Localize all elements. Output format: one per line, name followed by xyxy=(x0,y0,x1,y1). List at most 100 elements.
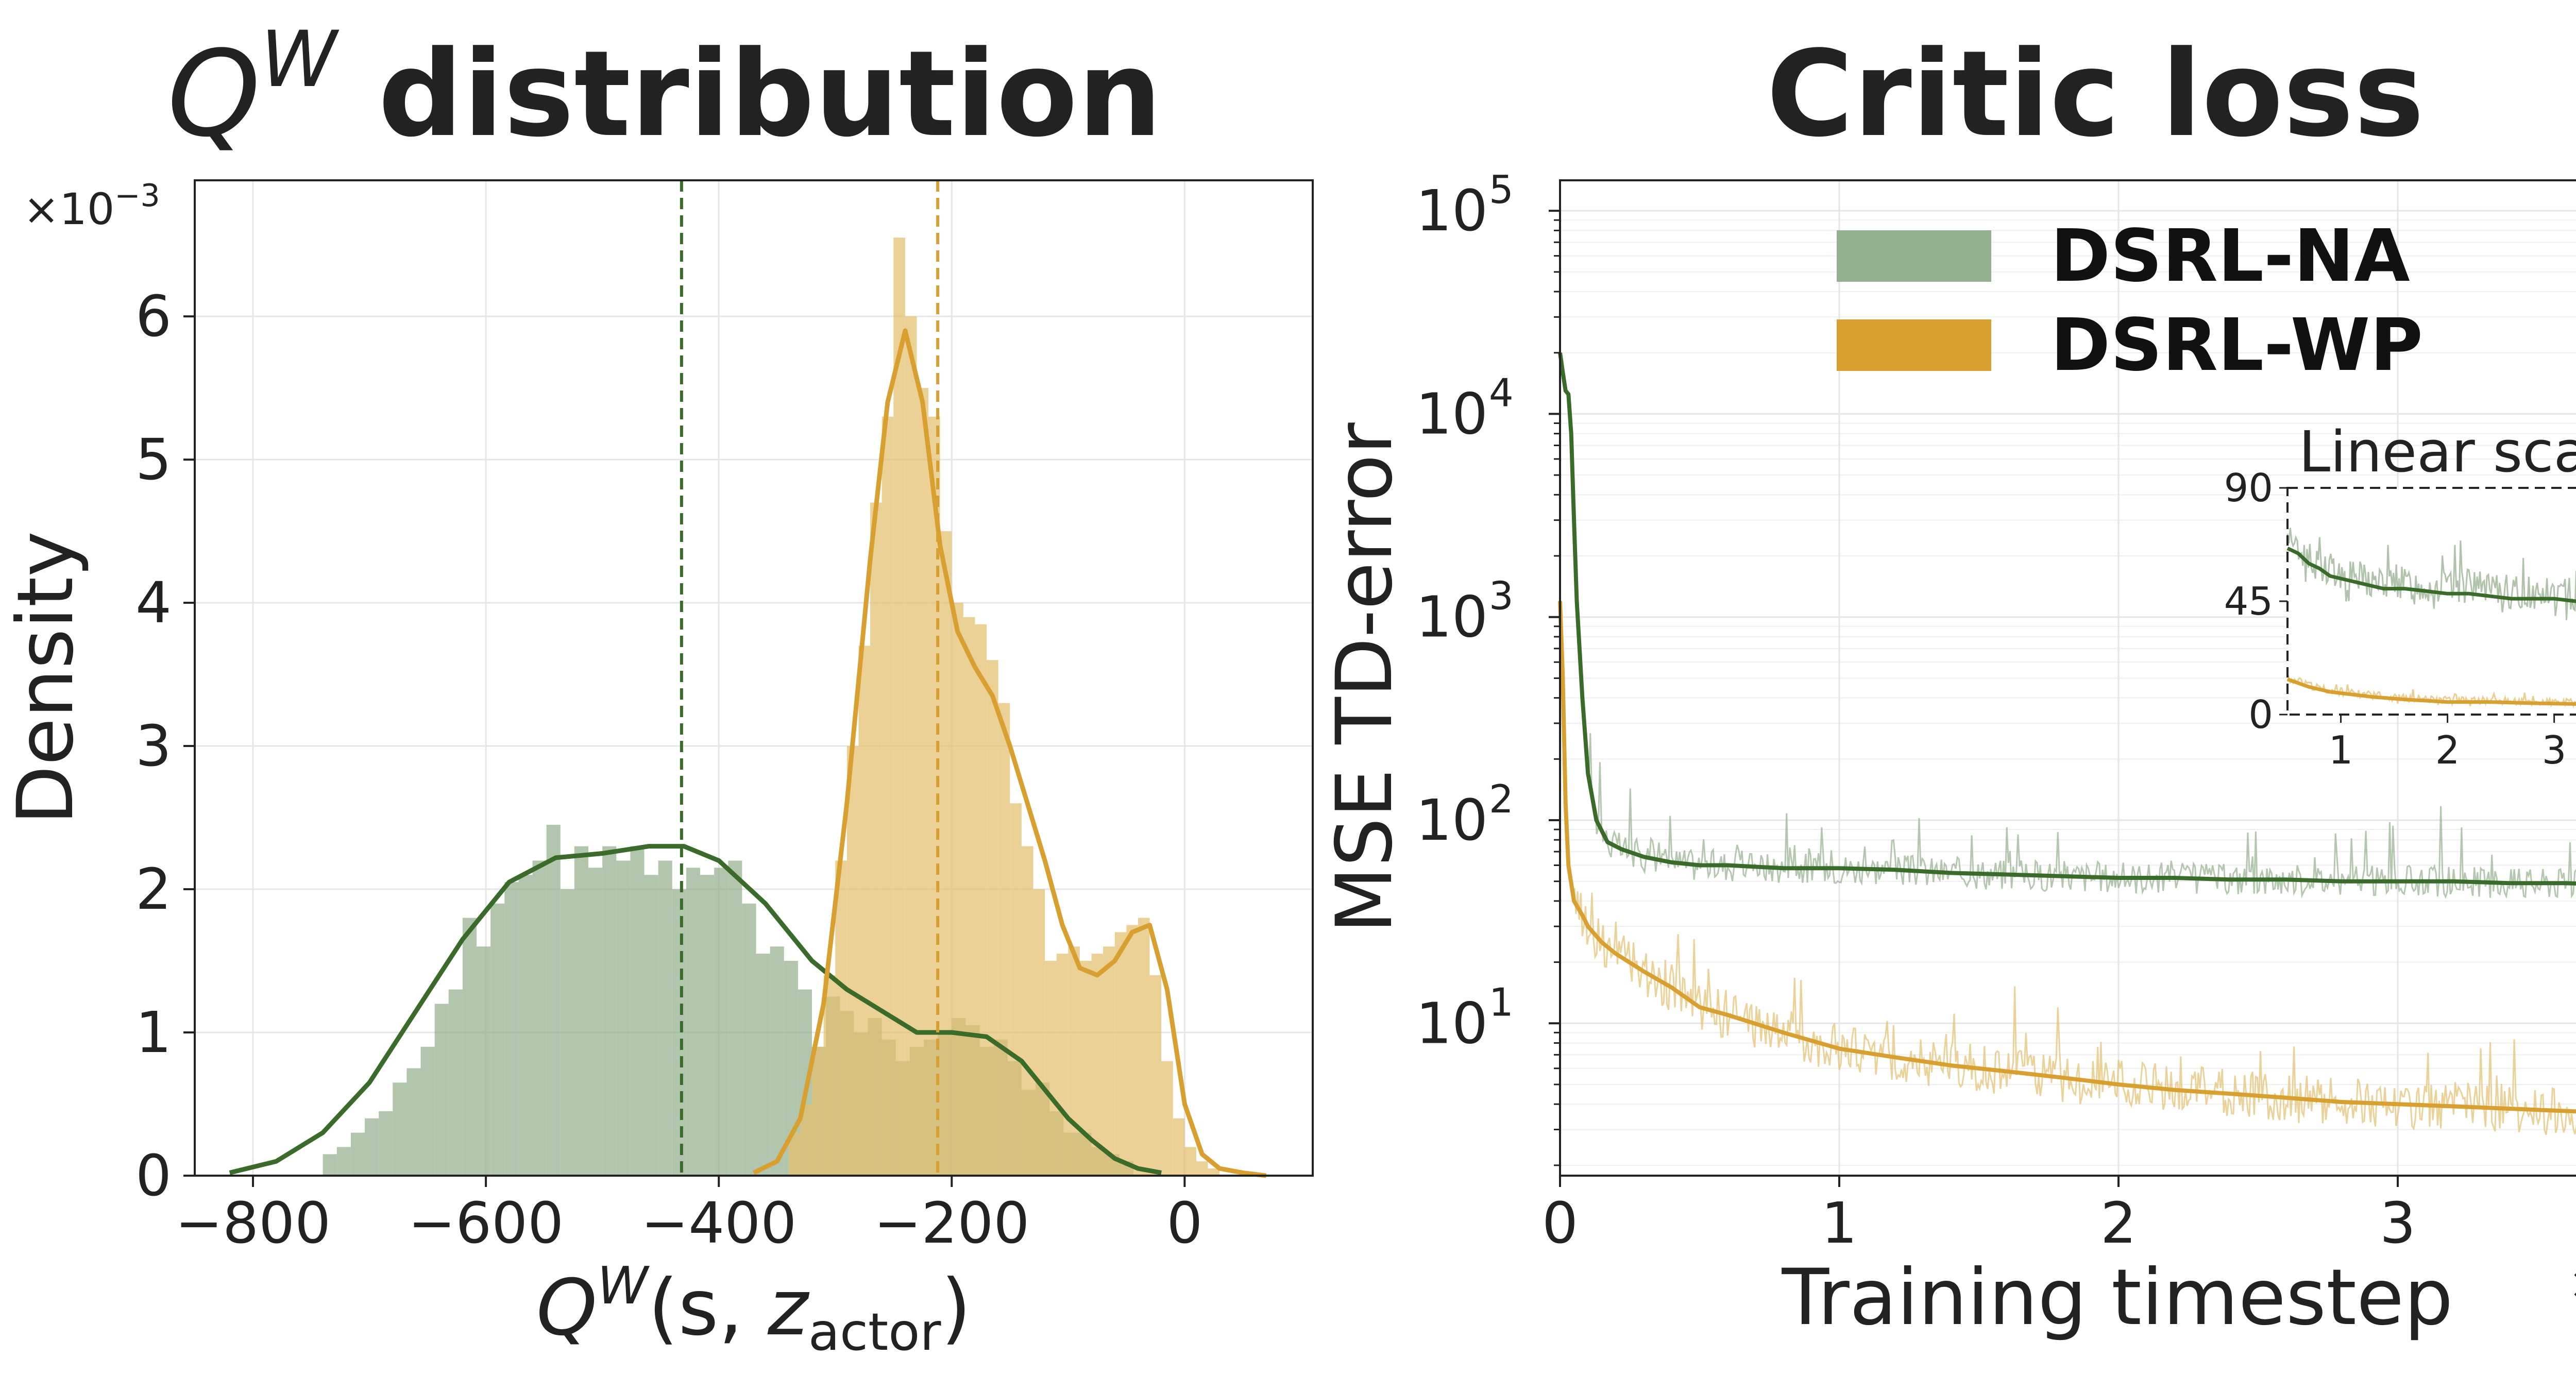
right-x-axis-label: Training timestep xyxy=(1782,1253,2453,1343)
left-ytick-label: 2 xyxy=(135,856,172,922)
histogram-bar-wp xyxy=(1079,961,1092,1176)
inset-xtick-label: 3 xyxy=(2542,727,2567,773)
histogram-bar-wp xyxy=(998,703,1010,1176)
histogram-bar-na xyxy=(602,846,617,1176)
histogram-bar-na xyxy=(393,1082,407,1176)
left-title-symbol: Q xyxy=(167,26,261,163)
histogram-bar-na xyxy=(336,1147,351,1176)
histogram-bar-na xyxy=(728,860,742,1176)
histogram-bar-wp xyxy=(1173,1118,1185,1176)
inset-series-lines xyxy=(2286,528,2576,708)
right-ytick-exponent: 1 xyxy=(1489,979,1514,1025)
left-plot-frame xyxy=(194,179,1314,1177)
right-ytick-label: 10 xyxy=(1416,381,1488,447)
histogram-bar-na xyxy=(518,875,533,1176)
right-ytick-exponent: 4 xyxy=(1489,370,1514,415)
histogram-bar-wp xyxy=(882,416,894,1176)
kde-curve-wp xyxy=(753,328,1267,1178)
inset-ytick-label: 0 xyxy=(2248,692,2273,737)
right-y-axis-label: MSE TD-error xyxy=(1320,422,1410,934)
histogram-bar-wp xyxy=(975,624,987,1176)
inset-xtick-label: 1 xyxy=(2329,727,2353,773)
left-y-ticks: 0 1 2 3 4 5 6 xyxy=(135,283,195,1209)
left-title-rest: distribution xyxy=(337,26,1162,163)
histogram-bar-wp xyxy=(1010,803,1022,1176)
histogram-bar-wp xyxy=(1068,946,1080,1176)
histogram-bar-na xyxy=(546,824,561,1176)
histogram-bar-na xyxy=(365,1118,379,1176)
histogram-bar-na xyxy=(532,860,547,1176)
right-xtick-label: 1 xyxy=(1821,1190,1857,1256)
histogram-bar-wp xyxy=(1184,1147,1196,1176)
histogram-bar-wp xyxy=(1103,946,1115,1176)
legend-label-wp: DSRL-WP xyxy=(2050,303,2423,387)
histogram-bar-wp xyxy=(800,1104,812,1176)
right-ytick-label: 10 xyxy=(1416,584,1488,650)
histogram-bar-na xyxy=(770,946,784,1176)
histogram-bar-wp xyxy=(1138,918,1150,1176)
legend-swatch-wp xyxy=(1837,319,1991,371)
right-xtick-label: 0 xyxy=(1542,1190,1578,1256)
histogram-bar-wp xyxy=(835,860,847,1176)
left-ytick-label: 3 xyxy=(135,713,172,779)
histogram-bar-wp xyxy=(1056,954,1069,1176)
inset-noise-na xyxy=(2286,528,2576,620)
qw-distribution-panel: QW distribution ×10−3 −800 −600 −400 −200 0 … xyxy=(1,15,1314,1362)
right-title: Critic loss xyxy=(1767,26,2425,163)
histogram-bar-na xyxy=(560,889,574,1176)
histogram-bar-wp xyxy=(963,617,975,1176)
left-ytick-label: 1 xyxy=(135,999,172,1065)
noise-band-na xyxy=(1573,518,2576,899)
histogram-bar-wp xyxy=(1114,932,1127,1176)
inset-ytick-label: 90 xyxy=(2224,465,2273,511)
histogram-bar-wp xyxy=(870,502,882,1176)
histogram-bar-wp xyxy=(1021,846,1033,1176)
histogram-bar-na xyxy=(379,1111,393,1176)
right-xtick-label: 3 xyxy=(2380,1190,2416,1256)
histogram-bar-wp xyxy=(846,746,859,1176)
histogram-bar-wp xyxy=(1161,1061,1173,1176)
inset-linear-scale: Linear scale 1 2 3 0 45 90 xyxy=(2224,419,2576,773)
histogram-bar-na xyxy=(477,946,491,1176)
histogram-bar-na xyxy=(742,903,756,1176)
left-mean-lines xyxy=(680,180,940,1176)
kde-curve-na xyxy=(229,844,1162,1175)
histogram-bar-na xyxy=(490,903,505,1176)
histogram-bar-wp xyxy=(893,238,905,1176)
right-ytick-exponent: 5 xyxy=(1489,167,1514,212)
inset-y-ticks: 0 45 90 xyxy=(2224,465,2287,737)
histogram-bar-wp xyxy=(1126,925,1138,1176)
series-line-wp xyxy=(1558,601,2576,1114)
right-ytick-exponent: 3 xyxy=(1489,573,1514,619)
noise-band-wp xyxy=(1573,888,2576,1135)
histogram-bar-na xyxy=(686,868,701,1176)
inset-xtick-label: 2 xyxy=(2435,727,2460,773)
histogram-bar-wp xyxy=(917,388,929,1176)
histogram-bar-na xyxy=(434,1004,449,1176)
inset-ytick-label: 45 xyxy=(2224,579,2273,624)
histogram-bar-wp xyxy=(905,316,917,1176)
histogram-bar-na xyxy=(616,860,631,1176)
histogram-bar-wp xyxy=(1045,961,1057,1176)
left-x-ticks: −800 −600 −400 −200 0 xyxy=(175,1176,1202,1256)
left-xtick-label: 0 xyxy=(1166,1190,1202,1256)
left-xtick-label: −800 xyxy=(175,1190,331,1256)
histogram-bar-na xyxy=(504,882,519,1176)
inset-line-wp xyxy=(2286,677,2576,706)
histogram-bar-na xyxy=(714,868,728,1176)
histogram-bar-na xyxy=(700,875,715,1176)
histogram-bar-na xyxy=(323,1154,337,1176)
histogram-bar-wp xyxy=(987,660,998,1176)
histogram-bar-wp xyxy=(940,531,952,1176)
right-ytick-label: 10 xyxy=(1416,178,1488,244)
left-ytick-label: 5 xyxy=(135,427,172,493)
left-ytick-label: 0 xyxy=(135,1143,172,1209)
inset-title: Linear scale xyxy=(2299,419,2576,485)
histogram-bar-wp xyxy=(812,1046,824,1176)
left-title: QW distribution xyxy=(167,15,1162,163)
histogram-bar-na xyxy=(406,1068,421,1176)
